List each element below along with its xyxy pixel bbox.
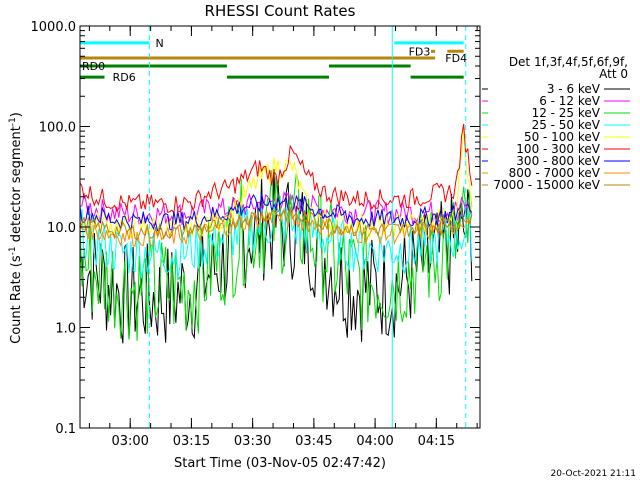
series-line-6 [79,193,473,233]
timestamp: 20-Oct-2021 21:11 [551,469,636,479]
series-line-0 [79,169,473,344]
series-line-5 [79,123,473,215]
flag-bar-label: N [156,37,164,50]
y-tick-label: 1000.0 [31,20,77,35]
y-axis-label-tail: detector segment [9,126,24,246]
y-axis-label-close: ) [9,112,24,117]
legend-entry: 7000 - 15000 keV [493,178,600,192]
y-axis-label-sup: -1 [8,246,18,255]
legend-entry: 50 - 100 keV [524,130,601,144]
y-tick-label: 1.0 [55,322,76,337]
legend-header-line1: Det 1f,3f,4f,5f,6f,9f, [509,55,628,69]
x-tick-label: 03:45 [295,434,332,449]
legend-entry: 6 - 12 keV [539,94,601,108]
flag-bar-label: FD4 [445,52,467,65]
legend-entry: 12 - 25 keV [532,106,601,120]
series-line-8 [79,205,473,241]
series-line-4 [79,126,473,241]
x-axis: 03:00 03:15 03:30 03:45 04:00 04:15 [88,26,478,449]
x-tick-label: 03:15 [173,434,210,449]
chart-title: RHESSI Count Rates [205,2,356,20]
legend-entry: 100 - 300 keV [516,142,600,156]
x-tick-label: 03:30 [234,434,271,449]
y-tick-label: 100.0 [39,121,76,136]
y-axis-label-sup2: -1 [8,117,18,126]
x-tick-label: 04:15 [418,434,455,449]
instrument-flag-bars: N FD3 FD4 RD0 RD6 [80,37,467,84]
y-axis-label-main: Count Rate (s [9,255,24,344]
x-axis-label: Start Time (03-Nov-05 02:47:42) [174,456,386,471]
x-tick-label: 04:00 [356,434,393,449]
flag-bar-label: FD3 [409,45,431,58]
legend-entry: 300 - 800 keV [516,154,600,168]
plot-frame [79,25,481,429]
flag-bar-label: RD0 [82,60,105,73]
y-axis-label: Count Rate (s-1 detector segment-1) [8,112,24,344]
legend-entry: 25 - 50 keV [532,118,601,132]
y-axis: 1000.0 100.0 10.0 1.0 0.1 [31,20,480,437]
series-line-7 [79,207,473,248]
legend-header-line2: Att 0 [599,67,628,81]
x-tick-label: 03:00 [111,434,148,449]
series-line-1 [79,190,473,227]
legend-entry: 800 - 7000 keV [509,166,601,180]
flag-bar-label: RD6 [113,71,136,84]
legend: Det 1f,3f,4f,5f,6f,9f, Att 0 3 - 6 keV6 … [482,55,630,192]
data-series [79,123,473,344]
y-tick-label: 0.1 [55,422,76,437]
legend-entry: 3 - 6 keV [547,82,601,96]
y-tick-label: 10.0 [47,221,76,236]
